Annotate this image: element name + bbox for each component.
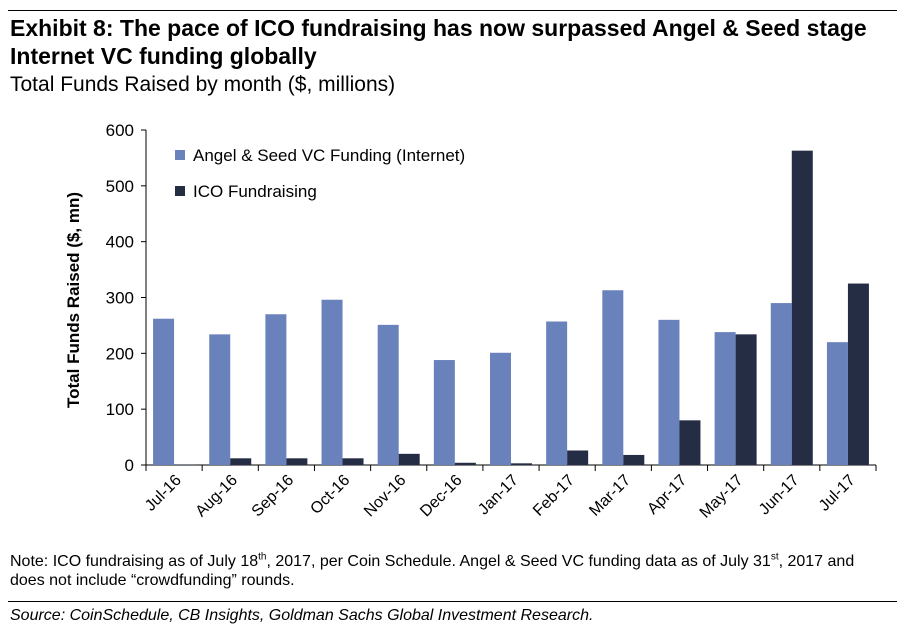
bar-ico-Dec-16: [454, 462, 476, 465]
bar-ico-Oct-16: [342, 458, 364, 465]
x-tick-label: Mar-17: [586, 472, 634, 520]
y-tick-label: 200: [106, 344, 134, 363]
legend-label: ICO Fundraising: [193, 182, 317, 201]
y-axis-label: Total Funds Raised ($, mn): [64, 192, 83, 408]
x-tick-label: Oct-16: [307, 472, 353, 518]
y-axis: 0 100 200 300 400 500 600: [106, 121, 147, 475]
bar-angel-Mar-17: [602, 290, 624, 465]
bar-angel-May-17: [714, 332, 736, 465]
bar-chart: 0 100 200 300 400 500 600 Jul-16 Aug-16 Sep-16 Oc…: [64, 121, 877, 522]
bar-angel-Jan-17: [490, 352, 511, 465]
legend-label: Angel & Seed VC Funding (Internet): [193, 146, 465, 165]
top-rule: [8, 10, 897, 11]
legend-swatch: [175, 150, 185, 160]
bar-ico-Apr-17: [679, 420, 701, 465]
bar-angel-Nov-16: [377, 324, 399, 465]
bar-angel-Oct-16: [321, 299, 343, 465]
bar-ico-Mar-17: [623, 454, 645, 465]
footnote: Note: ICO fundraising as of July 18th, 2…: [10, 552, 890, 590]
chart-title: Exhibit 8: The pace of ICO fundraising h…: [10, 15, 867, 69]
x-tick-label: Jul-17: [816, 472, 859, 515]
source-line: Source: CoinSchedule, CB Insights, Goldm…: [10, 607, 594, 624]
x-tick-label: Aug-16: [193, 472, 242, 521]
chart-subtitle: Total Funds Raised by month ($, millions…: [10, 73, 396, 96]
x-tick-label: May-17: [697, 472, 747, 522]
bar-ico-Aug-16: [230, 458, 252, 465]
bar-angel-Aug-16: [209, 334, 231, 465]
legend: Angel & Seed VC Funding (Internet) ICO Fu…: [175, 146, 465, 201]
bar-angel-Jun-17: [770, 303, 792, 465]
x-tick-label: Nov-16: [361, 472, 410, 521]
x-tick-label: Sep-16: [249, 472, 298, 521]
x-tick-label: Dec-16: [417, 472, 466, 521]
bar-angel-Sep-16: [265, 314, 287, 465]
bar-angel-Jul-17: [826, 342, 848, 465]
bar-angel-Dec-16: [433, 360, 455, 465]
bar-ico-Nov-16: [398, 453, 420, 465]
x-tick-label: Jul-16: [142, 472, 185, 515]
x-tick-label: Jun-17: [756, 472, 803, 519]
y-tick-label: 300: [106, 289, 134, 308]
note-part1: Note: ICO fundraising as of July 18: [10, 553, 259, 570]
bar-ico-Feb-17: [567, 450, 589, 465]
source-rule: [8, 601, 897, 602]
bar-ico-Sep-16: [286, 458, 308, 465]
note-part2: , 2017, per Coin Schedule. Angel & Seed …: [266, 553, 771, 570]
legend-swatch: [175, 186, 185, 196]
bar-ico-Jan-17: [511, 463, 532, 465]
bar-ico-May-17: [735, 334, 757, 465]
bar-ico-Jul-17: [847, 283, 869, 465]
bars: [153, 150, 869, 465]
y-tick-label: 0: [125, 456, 134, 475]
x-tick-label: Jan-17: [475, 472, 522, 519]
y-tick-label: 100: [106, 400, 134, 419]
bar-angel-Feb-17: [546, 321, 568, 465]
note-sup1: th: [258, 551, 267, 563]
y-tick-label: 400: [106, 233, 134, 252]
note-part3: , 2017 and does not include “crowdfundin…: [10, 553, 855, 589]
x-tick-label: Apr-17: [644, 472, 690, 518]
x-tick-label: Feb-17: [530, 472, 578, 520]
bar-angel-Apr-17: [658, 319, 680, 465]
y-tick-label: 600: [106, 121, 134, 140]
x-axis: Jul-16 Aug-16 Sep-16 Oct-16 Nov-16 Dec-16 Jan-…: [142, 464, 877, 522]
bar-ico-Jul-16: [174, 464, 196, 465]
bar-angel-Jul-16: [153, 318, 175, 465]
bar-ico-Jun-17: [791, 150, 813, 465]
y-tick-label: 500: [106, 177, 134, 196]
note-sup2: st: [770, 551, 779, 563]
